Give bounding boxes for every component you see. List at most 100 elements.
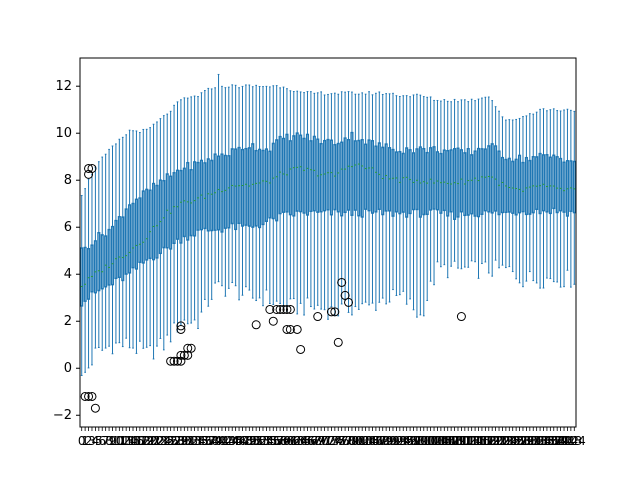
- box-body: [411, 152, 416, 211]
- x-tick-label: 55: [262, 434, 277, 448]
- y-axis: −2 0 2 4 6 8 10 12: [53, 79, 80, 423]
- box-39: [210, 88, 214, 300]
- box-body: [559, 157, 563, 212]
- box-body: [145, 188, 149, 261]
- box-body: [83, 246, 87, 302]
- box-108: [446, 100, 450, 279]
- box-110: [453, 98, 457, 262]
- box-body: [240, 148, 245, 227]
- box-body: [312, 135, 316, 212]
- x-tick-label: 13: [119, 434, 134, 448]
- box-body: [128, 204, 132, 274]
- box-body: [107, 228, 111, 286]
- box-body: [326, 138, 330, 211]
- box-body: [391, 148, 395, 217]
- x-tick-label: 2: [85, 434, 93, 448]
- box-body: [162, 179, 166, 249]
- box-body: [319, 142, 323, 213]
- box-13: [121, 136, 125, 348]
- box-25: [162, 115, 166, 351]
- box-33: [189, 96, 193, 324]
- box-body: [134, 198, 138, 270]
- box-115: [470, 98, 474, 262]
- box-body: [165, 173, 169, 249]
- box-133: [531, 113, 535, 282]
- x-tick-label: 100: [412, 434, 435, 448]
- box-body: [203, 162, 207, 230]
- outlier-point: [282, 304, 292, 314]
- x-tick-label: 119: [477, 434, 500, 448]
- box-1: [80, 195, 84, 376]
- box-49: [244, 84, 248, 288]
- box-86: [370, 94, 375, 304]
- x-tick-label: 126: [501, 434, 524, 448]
- x-tick-label: 70: [314, 434, 329, 448]
- x-tick-label: 129: [512, 434, 535, 448]
- box-122: [494, 106, 498, 261]
- box-body: [466, 148, 470, 216]
- box-body: [494, 145, 498, 212]
- box-body: [196, 161, 200, 231]
- box-body: [261, 149, 265, 226]
- x-tick-label: 49: [242, 434, 257, 448]
- box-34: [193, 95, 197, 321]
- outliers-layer: [80, 163, 466, 413]
- x-tick-label: 57: [269, 434, 284, 448]
- box-body: [151, 182, 156, 261]
- box-body: [206, 158, 210, 232]
- box-body: [234, 148, 238, 231]
- outlier-point: [296, 344, 306, 354]
- box-127: [511, 119, 515, 273]
- box-10: [110, 145, 115, 355]
- box-99: [415, 93, 419, 318]
- box-137: [545, 110, 549, 279]
- x-tick-label: 80: [348, 434, 363, 448]
- x-tick-label: 132: [522, 434, 545, 448]
- x-tick-label: 123: [491, 434, 514, 448]
- x-tick-label: 6: [98, 434, 106, 448]
- box-body: [299, 134, 303, 213]
- box-92: [391, 92, 395, 291]
- outlier-point: [183, 343, 193, 353]
- box-129: [518, 117, 522, 284]
- x-tick-label: 20: [142, 434, 157, 448]
- box-57: [271, 85, 275, 305]
- box-48: [240, 85, 245, 296]
- x-tick-label: 5: [95, 434, 103, 448]
- x-tick-label: 110: [447, 434, 470, 448]
- box-7: [100, 156, 104, 351]
- x-tick-label: 43: [221, 434, 236, 448]
- box-2: [83, 188, 87, 373]
- x-tick-label: 17: [132, 434, 147, 448]
- box-130: [521, 116, 525, 288]
- box-51: [251, 86, 255, 299]
- x-tick-label: 11: [112, 434, 127, 448]
- box-64: [295, 90, 299, 315]
- x-tick-label: 134: [529, 434, 552, 448]
- box-117: [476, 98, 481, 279]
- x-tick-label: 59: [276, 434, 291, 448]
- box-18: [138, 131, 142, 342]
- box-body: [394, 151, 398, 213]
- x-tick-label: 83: [358, 434, 373, 448]
- box-body: [439, 152, 443, 214]
- box-body: [155, 184, 159, 259]
- box-107: [442, 99, 446, 266]
- x-tick-label: 141: [553, 434, 576, 448]
- box-37: [203, 90, 207, 300]
- box-100: [418, 94, 422, 316]
- x-tick-label: 90: [382, 434, 397, 448]
- box-119: [483, 96, 487, 263]
- x-tick-label: 133: [525, 434, 548, 448]
- outlier-point: [90, 403, 100, 413]
- x-tick-label: 135: [532, 434, 555, 448]
- box-body: [552, 154, 556, 210]
- box-140: [555, 110, 559, 283]
- x-tick-label: 14: [122, 434, 137, 448]
- box-89: [381, 93, 385, 299]
- box-93: [394, 95, 398, 297]
- box-134: [535, 111, 539, 284]
- box-11: [114, 143, 118, 344]
- box-81: [353, 93, 357, 308]
- box-131: [524, 115, 528, 282]
